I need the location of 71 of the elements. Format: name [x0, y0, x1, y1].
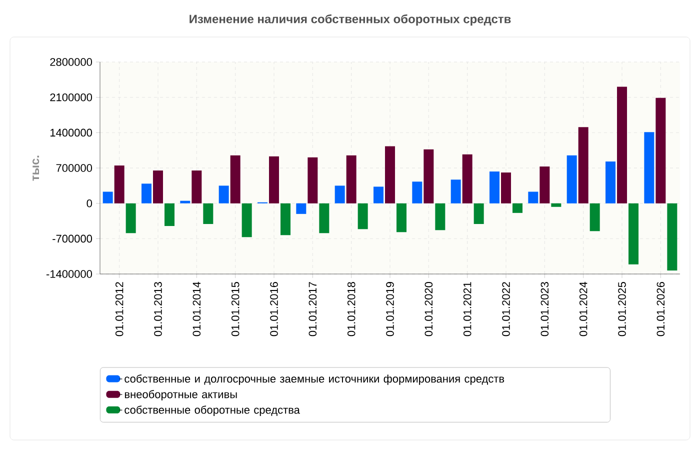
bar — [551, 203, 562, 207]
bar — [142, 184, 152, 204]
bar — [180, 200, 190, 204]
bar — [462, 154, 472, 204]
bar — [396, 203, 407, 232]
bar — [114, 165, 124, 204]
y-tick-label: 2800000 — [50, 58, 92, 66]
bar — [126, 203, 136, 234]
legend-label: внеоборотные активы — [124, 390, 237, 400]
x-tick-label: 01.01.2024 — [579, 282, 588, 336]
bar — [346, 155, 356, 204]
y-axis-title: тыс. — [32, 156, 40, 181]
x-tick-label: 01.01.2021 — [463, 282, 472, 336]
bar — [308, 157, 318, 204]
bar — [667, 203, 678, 270]
y-tick-label: 2100000 — [50, 93, 92, 102]
y-tick-label: -1400000 — [46, 270, 92, 278]
bar — [501, 172, 512, 204]
bar — [218, 186, 229, 204]
y-tick-label: 0 — [86, 199, 92, 208]
y-tick-label: 700000 — [56, 164, 92, 172]
x-tick-label: 01.01.2026 — [656, 282, 665, 336]
bar — [606, 161, 616, 204]
legend-label: собственные оборотные средства — [124, 406, 300, 416]
legend-label: собственные и долгосрочные заемные источники формирования средств — [124, 374, 504, 385]
x-tick-label: 01.01.2013 — [154, 282, 162, 336]
y-tick-label: -700000 — [52, 234, 92, 243]
bar — [435, 203, 446, 230]
x-tick-label: 01.01.2014 — [192, 282, 201, 336]
bar — [269, 156, 279, 204]
bar — [412, 182, 422, 204]
bar — [203, 203, 214, 224]
bar — [528, 192, 538, 204]
bar — [628, 203, 639, 264]
x-tick-label: 01.01.2022 — [502, 282, 510, 336]
bar — [334, 186, 345, 204]
bar — [164, 203, 174, 226]
bar — [512, 203, 523, 213]
x-tick-label: 01.01.2023 — [540, 282, 549, 336]
bar — [385, 146, 396, 204]
x-tick-label: 01.01.2018 — [347, 282, 356, 336]
bar — [540, 166, 550, 204]
bar — [230, 155, 240, 204]
bar — [192, 170, 202, 204]
bar — [358, 203, 368, 230]
bar — [578, 127, 588, 204]
x-tick-label: 01.01.2025 — [618, 282, 626, 336]
bar — [242, 203, 252, 238]
bar — [153, 170, 164, 204]
bar — [424, 149, 434, 204]
x-tick-label: 01.01.2020 — [424, 282, 433, 336]
chart-title: Изменение наличия собственных оборотных средств — [190, 14, 511, 26]
bar — [319, 203, 330, 234]
bar — [450, 180, 461, 204]
bar — [490, 172, 500, 204]
x-tick-label: 01.01.2015 — [231, 282, 240, 336]
x-tick-label: 01.01.2017 — [308, 282, 317, 336]
bar — [566, 155, 577, 204]
bar — [617, 86, 628, 204]
bar — [590, 203, 600, 232]
y-tick-label: 1400000 — [50, 128, 92, 137]
bar — [474, 203, 484, 224]
bar — [296, 203, 306, 214]
bar — [374, 186, 384, 204]
x-tick-label: 01.01.2016 — [270, 282, 278, 336]
x-tick-label: 01.01.2012 — [115, 282, 124, 336]
bar — [102, 192, 113, 204]
bar — [280, 203, 291, 236]
bar — [644, 132, 654, 204]
bar — [656, 98, 666, 204]
x-tick-label: 01.01.2019 — [386, 282, 394, 336]
